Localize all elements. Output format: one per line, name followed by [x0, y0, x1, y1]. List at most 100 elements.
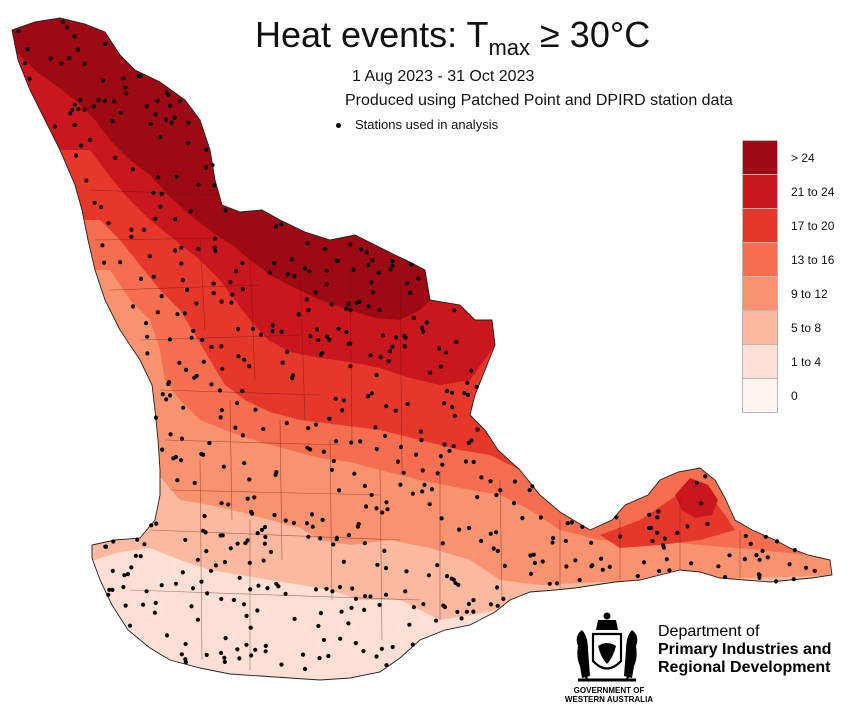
station-dot-icon [167, 380, 172, 385]
station-dot-icon [385, 507, 390, 512]
legend-swatch [742, 378, 778, 413]
station-dot-icon [185, 287, 190, 292]
station-dot-icon [59, 61, 64, 66]
station-dot-icon [421, 602, 426, 607]
station-dot-icon [72, 102, 77, 107]
station-dot-icon [703, 474, 708, 479]
station-dot-icon [300, 652, 306, 657]
station-dot-icon [590, 563, 595, 568]
station-dot-icon [475, 427, 480, 432]
station-dot-icon [307, 269, 312, 274]
station-dot-icon [366, 262, 371, 267]
station-dot-icon [103, 41, 108, 46]
station-dot-icon [362, 541, 367, 546]
station-dot-icon [580, 524, 585, 530]
station-dot-icon [416, 276, 421, 281]
station-dot-icon [502, 563, 507, 569]
station-dot-icon [283, 591, 288, 596]
legend-label: 21 to 24 [791, 185, 835, 199]
station-dot-icon [240, 433, 245, 438]
station-dot-icon [196, 182, 201, 187]
station-dot-icon [366, 394, 371, 399]
station-dot-icon [68, 111, 73, 116]
station-dot-icon [172, 115, 177, 120]
station-dot-icon [374, 654, 379, 659]
station-dot-icon [459, 616, 464, 621]
station-dot-icon [453, 580, 458, 586]
station-dot-icon [121, 76, 126, 81]
station-dot-icon [407, 622, 412, 627]
station-dot-icon [369, 391, 374, 396]
map-title: Heat events: Tmax ≥ 30°C [255, 14, 650, 61]
station-dot-icon [245, 496, 250, 501]
station-dot-icon [195, 617, 200, 622]
department-name: Department of Primary Industries and Regio… [658, 623, 831, 677]
station-dot-icon [100, 243, 105, 248]
station-dot-icon [363, 594, 368, 599]
station-dot-icon [142, 542, 147, 547]
station-dot-icon [723, 574, 728, 580]
station-dot-icon [151, 190, 156, 195]
station-dot-icon [173, 217, 178, 222]
station-dot-icon [263, 534, 268, 540]
station-dot-icon [173, 454, 178, 460]
station-dot-icon [309, 512, 315, 517]
station-dot-icon [204, 549, 209, 554]
station-dot-icon [324, 334, 329, 339]
station-dot-icon [52, 124, 57, 129]
station-dot-icon [207, 441, 212, 446]
station-dot-icon [498, 488, 503, 493]
station-dot-icon [532, 560, 538, 566]
station-dot-icon [471, 459, 476, 465]
station-dot-icon [398, 482, 403, 487]
station-dot-icon [145, 351, 150, 356]
station-dot-icon [159, 583, 164, 588]
station-dot-icon [341, 559, 346, 565]
station-dot-icon [236, 354, 241, 359]
station-dot-icon [70, 107, 75, 112]
station-dot-icon [110, 119, 115, 124]
station-dot-icon [573, 558, 578, 563]
station-dot-icon [179, 458, 184, 463]
station-dot-icon [324, 268, 329, 273]
station-dot-icon [369, 280, 374, 285]
station-dot-icon [110, 587, 115, 593]
station-dot-icon [443, 350, 449, 355]
station-dot-icon [495, 585, 500, 590]
land-outline [11, 17, 833, 681]
station-dot-icon [377, 308, 382, 313]
station-dot-icon [280, 360, 285, 365]
station-dot-icon [78, 143, 83, 148]
station-dot-icon [390, 344, 395, 349]
station-dot-icon [235, 647, 240, 652]
station-dot-icon [756, 572, 761, 577]
station-dot-icon [291, 373, 296, 378]
station-dot-icon [791, 577, 796, 582]
station-dot-icon [292, 616, 297, 622]
station-dot-icon [248, 625, 253, 630]
station-dot-icon [133, 553, 138, 558]
station-dot-icon [261, 426, 266, 432]
station-dot-icon [121, 584, 126, 590]
station-dot-icon [240, 260, 245, 266]
station-dot-icon [495, 548, 500, 554]
station-dot-icon [318, 611, 323, 616]
station-dot-icon [422, 482, 427, 487]
station-dot-icon [229, 300, 234, 305]
station-dot-icon [285, 272, 290, 277]
station-dot-icon [427, 502, 432, 507]
station-dot-icon [169, 120, 174, 125]
station-dot-icon [213, 563, 218, 568]
station-dot-icon [454, 340, 459, 345]
legend-label: 5 to 8 [791, 321, 822, 335]
station-dot-icon [421, 329, 426, 334]
station-dot-icon [179, 436, 184, 441]
station-dot-icon [262, 525, 268, 530]
station-dot-icon [341, 398, 346, 403]
station-dot-icon [16, 29, 21, 34]
station-dot-icon [249, 653, 254, 658]
station-dot-icon [196, 246, 201, 252]
station-dot-icon [265, 586, 270, 591]
station-dot-icon [318, 352, 323, 357]
station-dot-icon [251, 326, 256, 331]
